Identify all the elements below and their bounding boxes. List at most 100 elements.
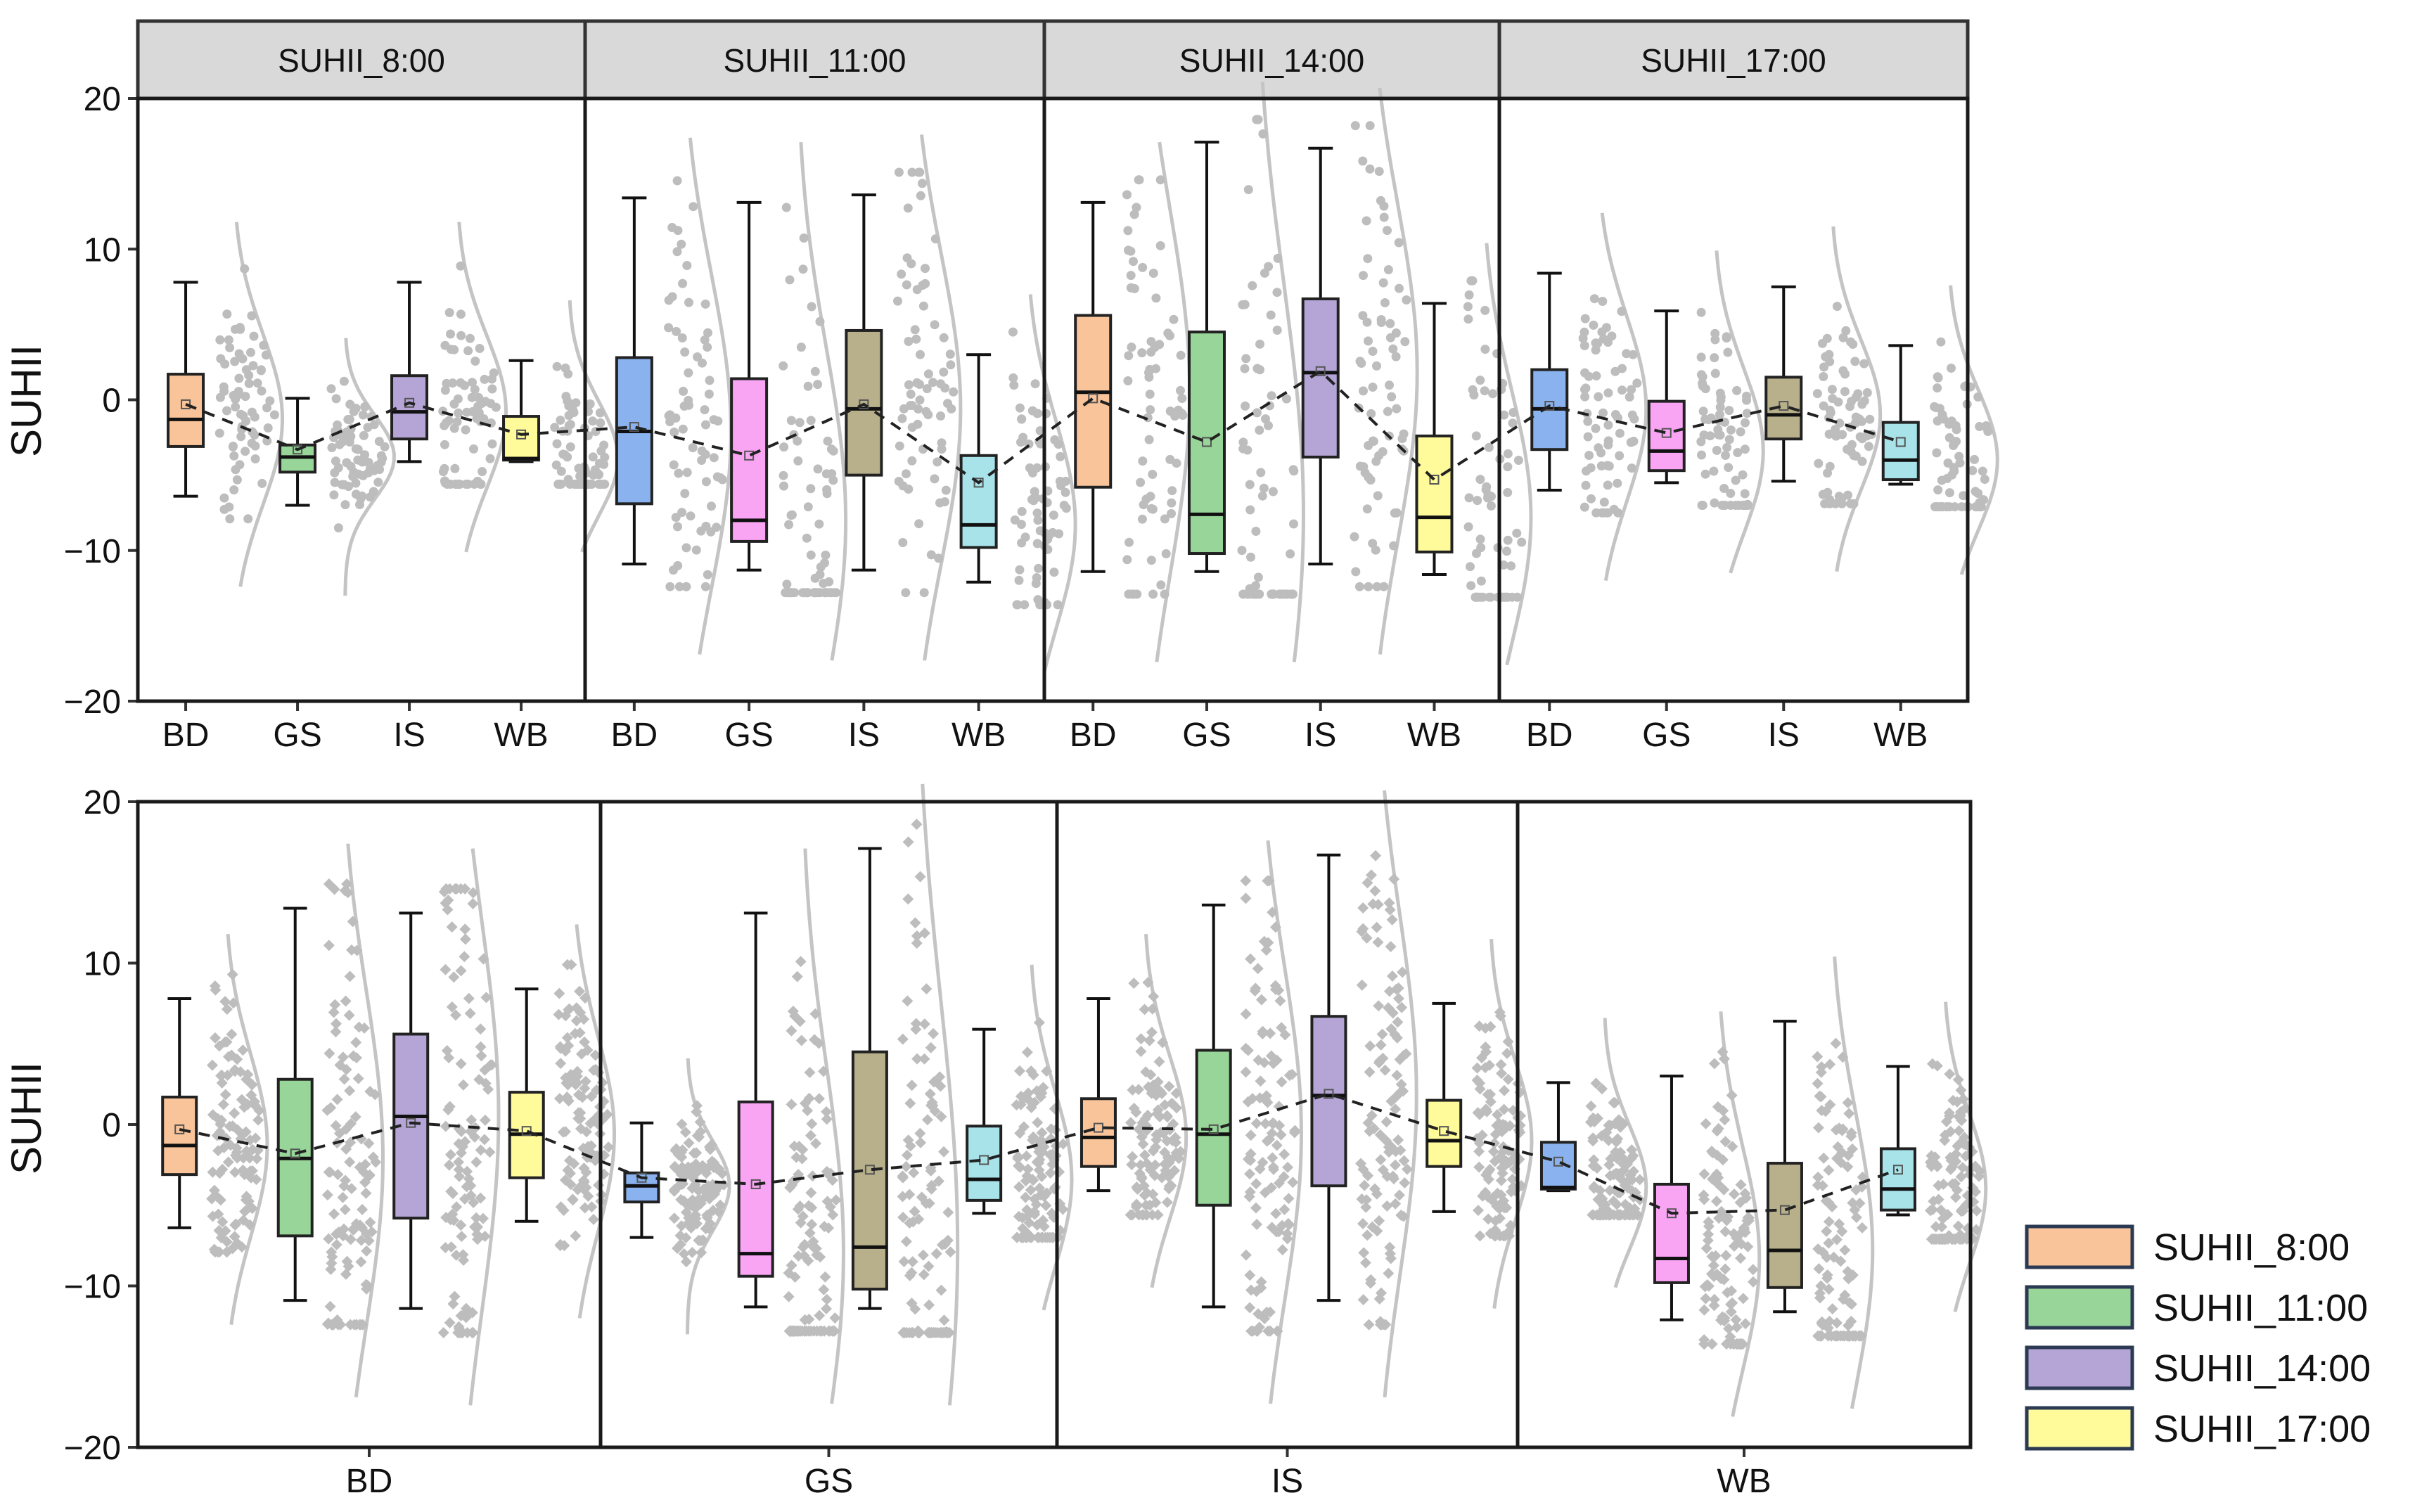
data-point xyxy=(1970,1186,1982,1198)
data-point xyxy=(1838,430,1847,440)
data-point xyxy=(1132,203,1141,212)
data-point xyxy=(1826,1303,1838,1315)
data-point xyxy=(1735,1179,1747,1191)
data-point xyxy=(1831,1153,1843,1165)
data-point xyxy=(1615,1172,1627,1184)
data-point xyxy=(1823,487,1833,497)
data-point xyxy=(923,1260,935,1272)
data-point xyxy=(911,937,923,949)
data-point xyxy=(921,1114,933,1126)
data-point xyxy=(554,1240,566,1252)
data-point xyxy=(1376,1287,1388,1299)
data-point xyxy=(1376,196,1385,205)
data-point xyxy=(909,917,921,929)
density-curve xyxy=(1378,87,1419,655)
data-point xyxy=(214,1246,226,1258)
data-point xyxy=(1954,1233,1966,1245)
data-point xyxy=(1150,1141,1162,1153)
data-point xyxy=(938,1146,950,1158)
box xyxy=(959,454,998,549)
data-point xyxy=(1843,1108,1855,1120)
legend-swatch xyxy=(2025,1406,2134,1451)
data-point xyxy=(787,1006,799,1018)
data-point xyxy=(361,1245,373,1257)
data-point xyxy=(356,1222,368,1234)
data-point xyxy=(1740,489,1750,499)
data-point xyxy=(1742,395,1751,405)
data-point xyxy=(672,176,682,186)
mean-trend-line xyxy=(185,369,1902,485)
data-point xyxy=(1145,1069,1157,1081)
x-tick-label: GS xyxy=(805,1463,853,1500)
data-point xyxy=(331,1094,343,1106)
data-point xyxy=(1612,1133,1624,1145)
data-point xyxy=(214,1194,226,1206)
data-point xyxy=(1250,1178,1262,1190)
data-point xyxy=(923,1299,935,1311)
data-point xyxy=(321,1189,333,1201)
data-point xyxy=(1940,1233,1952,1245)
data-point xyxy=(1250,1202,1262,1214)
data-point xyxy=(1812,389,1822,399)
density-curve xyxy=(1600,212,1648,582)
data-point xyxy=(1259,483,1269,493)
data-point xyxy=(1854,1197,1866,1209)
data-point xyxy=(680,489,690,499)
data-point xyxy=(1245,1129,1257,1141)
data-point xyxy=(778,470,788,480)
data-point xyxy=(1244,1302,1256,1314)
density-curve xyxy=(343,338,396,596)
data-point xyxy=(446,1001,458,1013)
data-point xyxy=(1843,1319,1854,1331)
data-point xyxy=(911,1053,923,1065)
data-point xyxy=(589,470,598,480)
data-point xyxy=(678,424,688,434)
data-point xyxy=(487,439,497,449)
panel-frame xyxy=(598,800,1059,1449)
data-point xyxy=(1493,1117,1505,1129)
data-point xyxy=(1615,451,1625,461)
data-point xyxy=(1466,581,1476,591)
data-point xyxy=(238,411,248,421)
facet-label: SUHII_8:00 xyxy=(278,42,445,79)
data-point xyxy=(1472,1205,1484,1217)
data-point xyxy=(470,1156,482,1168)
data-point xyxy=(806,1202,818,1214)
data-point xyxy=(1980,475,1990,484)
data-point xyxy=(1926,1160,1937,1172)
data-point xyxy=(810,1137,822,1149)
data-point xyxy=(678,278,688,288)
data-point xyxy=(915,395,925,405)
data-point xyxy=(1952,1074,1964,1086)
box-group xyxy=(167,222,285,587)
data-point xyxy=(1247,1093,1259,1105)
data-point xyxy=(1747,1264,1759,1276)
data-point xyxy=(1712,1101,1724,1113)
box-group xyxy=(392,848,501,1406)
data-point xyxy=(338,437,348,447)
data-point xyxy=(451,1201,463,1213)
data-point xyxy=(825,1167,837,1179)
data-point xyxy=(1021,1046,1033,1058)
y-tick-label: −10 xyxy=(64,1269,121,1306)
panel-frame xyxy=(136,96,587,703)
data-point xyxy=(594,480,604,489)
data-point xyxy=(1949,441,1959,450)
data-point xyxy=(1035,426,1045,435)
data-point xyxy=(1696,437,1706,447)
data-point xyxy=(1272,326,1282,335)
data-point xyxy=(1703,1229,1715,1241)
data-point xyxy=(1394,238,1404,248)
data-point xyxy=(557,1126,569,1138)
data-point xyxy=(1255,339,1264,349)
x-tick-label: GS xyxy=(1642,717,1691,754)
mean-marker xyxy=(1201,437,1212,447)
mean-marker xyxy=(1779,1205,1790,1215)
data-point xyxy=(1255,1282,1267,1294)
data-point xyxy=(572,1107,584,1119)
data-point xyxy=(1487,1192,1499,1204)
box-group xyxy=(390,222,508,553)
data-point xyxy=(937,438,947,448)
data-point xyxy=(1124,1117,1136,1129)
data-point xyxy=(1504,1230,1516,1242)
